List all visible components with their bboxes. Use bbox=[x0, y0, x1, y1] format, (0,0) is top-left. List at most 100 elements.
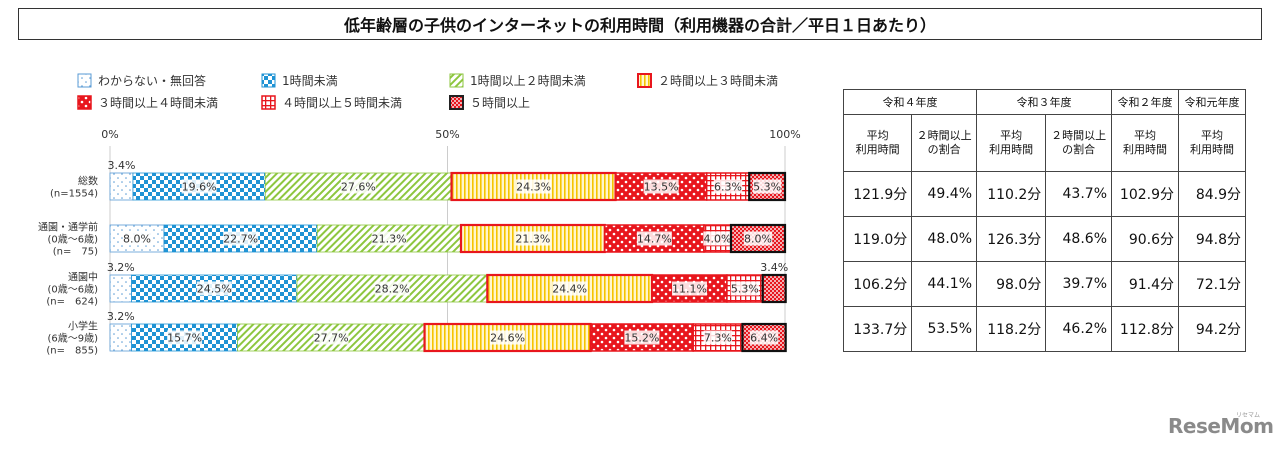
data-label: 15.2% bbox=[624, 332, 659, 345]
data-label-bg bbox=[515, 231, 551, 246]
data-label: 14.7% bbox=[637, 233, 672, 246]
table-cell: 44.1% bbox=[911, 261, 977, 307]
year-header: 令和３年度 bbox=[976, 89, 1112, 115]
category-label: (0歳～6歳) bbox=[47, 234, 98, 246]
axis-tick-label: 50% bbox=[435, 128, 459, 141]
legend-label: ２時間以上３時間未満 bbox=[658, 74, 778, 88]
data-label: 28.2% bbox=[375, 283, 410, 296]
legend-swatch bbox=[77, 73, 92, 88]
data-label-bg bbox=[730, 281, 760, 296]
data-label-bg bbox=[636, 231, 672, 246]
legend-swatch bbox=[449, 73, 464, 88]
table-cell: 48.0% bbox=[911, 216, 977, 262]
data-label: 3.2% bbox=[107, 310, 135, 323]
data-label-bg bbox=[552, 281, 588, 296]
data-label: 8.0% bbox=[744, 233, 772, 246]
legend-label: ５時間以上 bbox=[470, 96, 530, 110]
year-header: 令和元年度 bbox=[1178, 89, 1246, 115]
data-label: 24.4% bbox=[552, 283, 587, 296]
legend-label: 1時間未満 bbox=[282, 74, 338, 88]
bar-segment bbox=[459, 223, 606, 254]
axis-tick-label: 100% bbox=[769, 128, 800, 141]
table-cell: 46.2% bbox=[1045, 306, 1112, 352]
category-label: 小学生 bbox=[68, 320, 98, 333]
data-label-bg bbox=[624, 330, 660, 345]
table-subheader: ２時間以上 の割合 bbox=[911, 114, 977, 172]
data-label: 24.3% bbox=[516, 181, 551, 194]
data-label: 24.6% bbox=[490, 332, 525, 345]
legend-swatch bbox=[261, 95, 276, 110]
data-label: 5.3% bbox=[731, 283, 759, 296]
table-cell: 119.0分 bbox=[842, 216, 913, 262]
data-label: 5.3% bbox=[753, 181, 781, 194]
legend-swatch bbox=[449, 95, 464, 110]
data-label: 22.7% bbox=[223, 233, 258, 246]
table-cell: 43.7% bbox=[1045, 171, 1112, 217]
data-label-bg bbox=[713, 179, 743, 194]
data-label-bg bbox=[703, 231, 732, 246]
table-cell: 91.4分 bbox=[1111, 261, 1179, 307]
category-label: (6歳～9歳) bbox=[47, 333, 98, 345]
table-subheader: 平均 利用時間 bbox=[1178, 114, 1246, 172]
stacked-bar-chart: わからない・無回答 1時間未満 1時間以上２時間未満 ２時間以上３時間未満 ３時間以上４… bbox=[38, 73, 801, 357]
data-label: 3.4% bbox=[107, 159, 135, 172]
data-label-bg bbox=[643, 179, 679, 194]
table-cell: 112.8分 bbox=[1111, 306, 1179, 352]
logo-subtext: リセマム bbox=[1236, 412, 1261, 419]
table-row: 121.9分 49.4% 110.2分 43.7% 102.9分 84.9分 bbox=[842, 171, 1246, 217]
data-label: 8.0% bbox=[123, 233, 151, 246]
table-subheader: 平均 利用時間 bbox=[842, 114, 913, 172]
data-label: 13.5% bbox=[644, 181, 679, 194]
data-label-bg bbox=[752, 179, 782, 194]
table-cell: 110.2分 bbox=[975, 171, 1047, 217]
data-label-bg bbox=[671, 281, 707, 296]
data-label-bg bbox=[516, 179, 552, 194]
table-cell: 90.6分 bbox=[1111, 216, 1179, 262]
data-label: 27.6% bbox=[341, 181, 376, 194]
category-label: (n= 75) bbox=[53, 247, 98, 258]
category-label: (n= 855) bbox=[46, 346, 98, 357]
data-label-bg bbox=[490, 330, 526, 345]
legend-label: ４時間以上５時間未満 bbox=[282, 96, 402, 110]
legend-label: 1時間以上２時間未満 bbox=[470, 74, 586, 88]
table-cell: 53.5% bbox=[911, 306, 977, 352]
category-label: (n=1554) bbox=[50, 189, 98, 200]
category-label: 総数 bbox=[78, 175, 98, 188]
table-row: 119.0分 48.0% 126.3分 48.6% 90.6分 94.8分 bbox=[842, 216, 1246, 262]
table-cell: 126.3分 bbox=[975, 216, 1047, 262]
data-label: 27.7% bbox=[314, 332, 349, 345]
table-cell: 94.2分 bbox=[1178, 306, 1246, 352]
data-label: 24.5% bbox=[197, 283, 232, 296]
table-subheader: 平均 利用時間 bbox=[1111, 114, 1179, 172]
table-cell: 84.9分 bbox=[1178, 171, 1246, 217]
table-cell: 121.9分 bbox=[842, 171, 913, 217]
year-header: 令和４年度 bbox=[843, 89, 977, 115]
chart-title: 低年齢層の子供のインターネットの利用時間（利用機器の合計／平日１日あたり） bbox=[18, 8, 1262, 40]
data-label-bg bbox=[703, 330, 733, 345]
data-label: 11.1% bbox=[672, 283, 707, 296]
bar-segment bbox=[109, 323, 133, 352]
axis-tick-label: 0% bbox=[101, 128, 118, 141]
data-label: 21.3% bbox=[372, 233, 407, 246]
table-cell: 39.7% bbox=[1045, 261, 1112, 307]
table-cell: 94.8分 bbox=[1178, 216, 1246, 262]
data-label-bg bbox=[122, 231, 152, 246]
legend-label: ３時間以上４時間未満 bbox=[98, 96, 218, 110]
bar-segment bbox=[109, 172, 134, 201]
bar-segment bbox=[109, 274, 133, 303]
logo: ReseMom bbox=[1168, 414, 1274, 438]
data-label-bg bbox=[374, 281, 410, 296]
table-row: 133.7分 53.5% 118.2分 46.2% 112.8分 94.2分 bbox=[842, 306, 1246, 352]
data-label-bg bbox=[223, 231, 259, 246]
data-label: 4.0% bbox=[704, 233, 732, 246]
table-row: 106.2分 44.1% 98.0分 39.7% 91.4分 72.1分 bbox=[842, 261, 1246, 307]
table-cell: 72.1分 bbox=[1178, 261, 1246, 307]
table-cell: 133.7分 bbox=[842, 306, 913, 352]
legend-swatch bbox=[637, 73, 652, 88]
data-label-bg bbox=[749, 330, 779, 345]
table-cell: 106.2分 bbox=[842, 261, 913, 307]
data-label: 6.3% bbox=[714, 181, 742, 194]
data-label: 6.4% bbox=[750, 332, 778, 345]
legend-swatch bbox=[77, 95, 92, 110]
bar-segment bbox=[761, 273, 787, 304]
